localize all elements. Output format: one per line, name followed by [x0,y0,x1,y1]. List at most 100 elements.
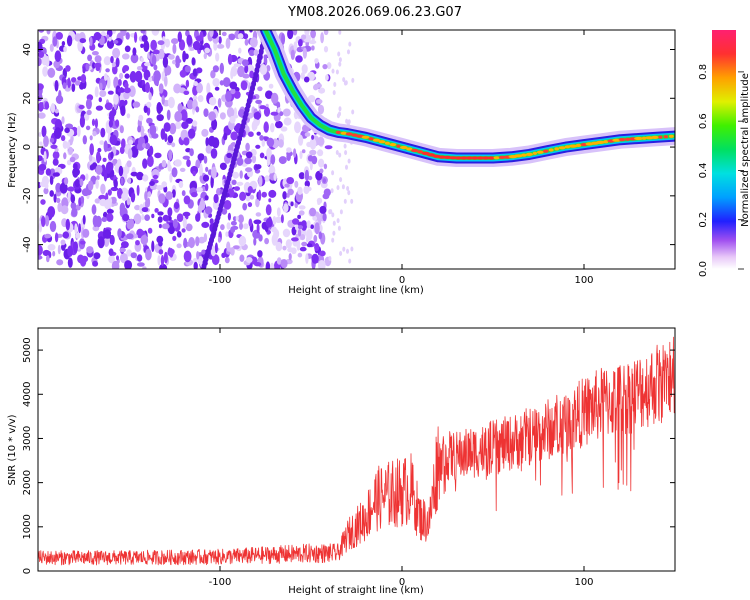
noise-speckle [185,223,193,232]
noise-speckle [293,41,298,51]
noise-speckle [91,118,96,126]
noise-speckle [109,134,118,146]
noise-speckle [174,159,182,167]
noise-speckle [109,110,115,121]
noise-speckle [65,218,71,231]
noise-speckle [64,177,69,186]
track-peak [396,144,401,148]
noise-speckle [202,174,210,182]
noise-speckle [147,227,153,234]
noise-speckle [79,81,85,90]
y-tick-label: 40 [22,43,33,56]
noise-speckle [205,166,209,172]
noise-speckle [211,254,220,266]
track-peak [335,130,341,134]
noise-speckle [158,48,165,60]
track-peak [568,144,578,148]
noise-speckle [44,215,50,227]
noise-speckle [38,83,44,91]
noise-speckle [67,77,71,89]
noise-speckle [71,207,78,217]
noise-speckle [245,167,253,173]
noise-speckle [255,164,262,170]
noise-speckle [335,150,339,155]
noise-speckle [38,41,43,53]
noise-speckle [75,80,81,86]
noise-speckle [84,113,90,121]
noise-speckle [255,197,260,208]
noise-speckle [261,191,268,198]
noise-speckle [233,90,241,99]
noise-speckle [109,234,115,246]
noise-speckle [347,190,351,196]
noise-speckle [53,127,62,139]
noise-speckle [266,65,271,72]
noise-speckle [62,231,70,239]
track-peak [378,140,386,144]
noise-speckle [135,240,140,246]
noise-speckle [119,125,124,134]
noise-speckle [150,39,157,51]
noise-speckle [59,182,68,194]
noise-speckle [307,95,316,103]
noise-speckle [142,266,147,269]
noise-speckle [120,177,124,185]
noise-speckle [118,79,122,86]
noise-speckle [212,65,219,73]
noise-speckle [201,128,209,137]
noise-speckle [236,157,244,166]
noise-speckle [183,137,190,146]
noise-speckle [208,111,217,121]
noise-speckle [172,218,178,229]
noise-speckle [213,193,219,204]
track-peak [514,154,523,158]
noise-speckle [94,118,98,129]
noise-speckle [216,187,222,196]
noise-speckle [143,40,150,52]
noise-speckle [323,163,328,170]
noise-speckle [164,75,168,87]
noise-speckle [158,241,163,247]
noise-speckle [70,194,76,204]
noise-speckle [174,121,182,129]
noise-speckle [174,111,183,122]
track-peak [634,136,644,141]
noise-speckle [54,108,59,114]
noise-speckle [159,263,168,269]
noise-speckle [283,117,292,126]
noise-speckle [323,30,329,36]
noise-speckle [266,154,271,166]
noise-speckle [215,52,220,62]
noise-speckle [231,179,237,185]
noise-speckle [50,103,56,113]
noise-speckle [164,65,172,76]
noise-speckle [191,57,196,66]
noise-speckle [342,246,346,252]
colorbar-tick-label: 0.2 [698,212,709,228]
noise-speckle [331,68,335,74]
colorbar-tick-label: 0.0 [698,261,709,277]
noise-speckle [132,233,138,239]
noise-speckle [38,30,44,33]
noise-speckle [300,234,306,241]
noise-speckle [142,158,148,169]
noise-speckle [171,142,176,148]
noise-speckle [320,32,324,44]
noise-speckle [52,250,56,257]
noise-speckle [280,126,288,132]
noise-speckle [60,205,69,215]
noise-speckle [121,192,129,201]
noise-speckle [294,180,299,188]
noise-speckle [338,30,342,35]
noise-speckle [82,228,90,238]
noise-speckle [136,254,143,262]
noise-speckle [184,53,189,60]
noise-speckle [350,246,354,252]
noise-speckle [179,167,186,172]
track-peak [498,155,506,159]
noise-speckle [239,254,245,262]
noise-speckle [41,125,47,138]
track-peak [298,101,302,105]
